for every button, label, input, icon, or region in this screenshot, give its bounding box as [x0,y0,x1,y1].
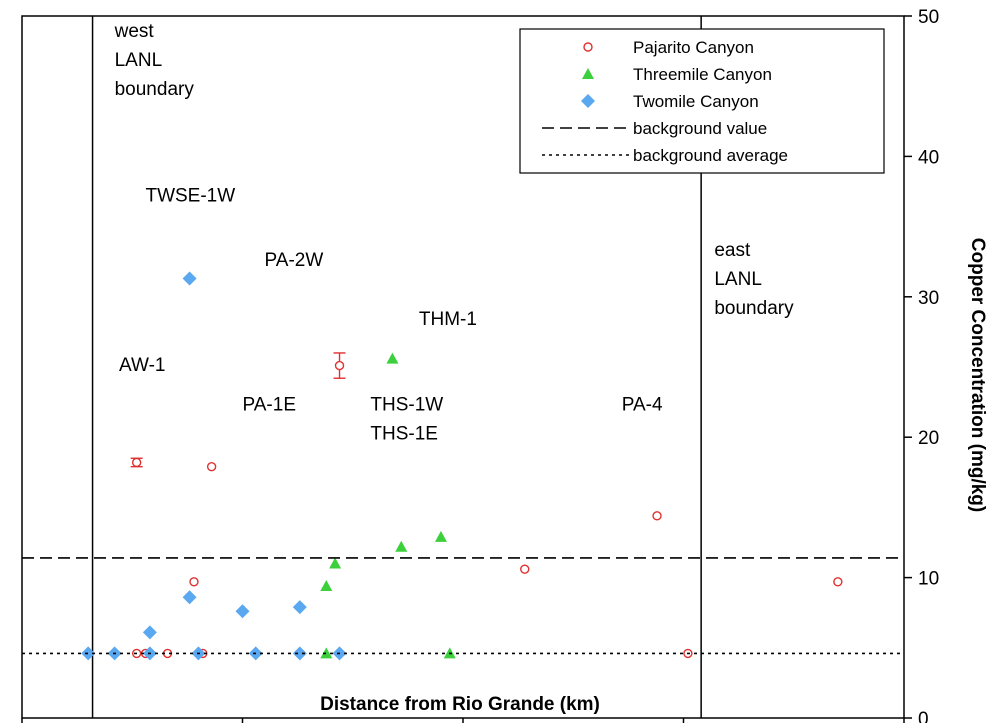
pajarito-point [833,577,843,587]
annotation-label: PA-4 [622,395,663,416]
threemile-point [386,352,399,364]
y-axis-title: Copper Concentration (mg/kg) [967,238,988,512]
annotation-line: PA-2W [265,250,324,271]
series-layer [22,16,904,718]
annotation-line: PA-4 [622,395,663,416]
pajarito-point [206,461,217,472]
pajarito-point [131,457,142,468]
annotation-label: THS-1W THS-1E [370,395,443,445]
annotation-line: LANL [714,269,762,290]
plot-area: 2015105001020304050 [21,7,939,723]
legend-label: Pajarito Canyon [633,38,754,57]
twomile-point [81,646,96,661]
annotation-line: THM-1 [419,309,477,330]
threemile-point [434,530,447,542]
twomile-point [235,604,250,619]
annotation-line: THS-1W [370,395,443,416]
legend-marker-pajarito [583,42,593,52]
annotation-line: boundary [115,79,195,100]
annotation-line: LANL [115,50,163,71]
twomile-point [292,646,307,661]
annotation-label: TWSE-1W [145,185,235,206]
annotation-label: PA-1E [243,395,297,416]
y-tick-label: 10 [918,569,939,590]
y-tick-label: 0 [918,709,929,723]
threemile-point [320,580,333,592]
annotation-label: east LANL boundary [714,240,794,319]
annotation-line: boundary [714,298,794,319]
annotation-line: PA-1E [243,395,297,416]
annotation-line: west [114,21,155,42]
legend-marker-twomile [581,94,595,108]
legend-label: Threemile Canyon [633,65,772,84]
annotation-label: PA-2W [265,250,324,271]
y-tick-label: 50 [918,7,939,28]
annotation-label: west LANL boundary [114,21,195,100]
annotation-label: THM-1 [419,309,477,330]
threemile-point [320,647,333,659]
legend-label: background average [633,146,788,165]
annotation-line: AW-1 [119,355,165,376]
legend-label: background value [633,119,767,138]
legend-label: Twomile Canyon [633,92,759,111]
twomile-point [292,600,307,615]
legend: Pajarito Canyon Threemile Canyon Twomile C… [519,28,885,174]
annotation-line: THS-1E [370,424,438,445]
twomile-point [142,625,157,640]
pajarito-point [334,360,345,371]
y-tick-label: 30 [918,288,939,309]
annotation-line: east [714,240,751,261]
pajarito-point [189,577,199,587]
x-axis-title: Distance from Rio Grande (km) [320,694,600,715]
twomile-point [182,590,197,605]
pajarito-point [520,564,530,574]
threemile-point [329,557,342,569]
twomile-point [182,271,197,286]
legend-marker-threemile [582,68,594,79]
legend-box [519,28,885,174]
y-tick-label: 40 [918,147,939,168]
annotation-label: AW-1 [119,355,165,376]
threemile-point [395,540,408,552]
annotation-line: TWSE-1W [145,185,235,206]
y-tick-label: 20 [918,428,939,449]
pajarito-point [652,511,662,521]
annotation-layer: west LANL boundary TWSE-1W PA-2W THM-1 AW-1 PA-… [114,21,794,444]
